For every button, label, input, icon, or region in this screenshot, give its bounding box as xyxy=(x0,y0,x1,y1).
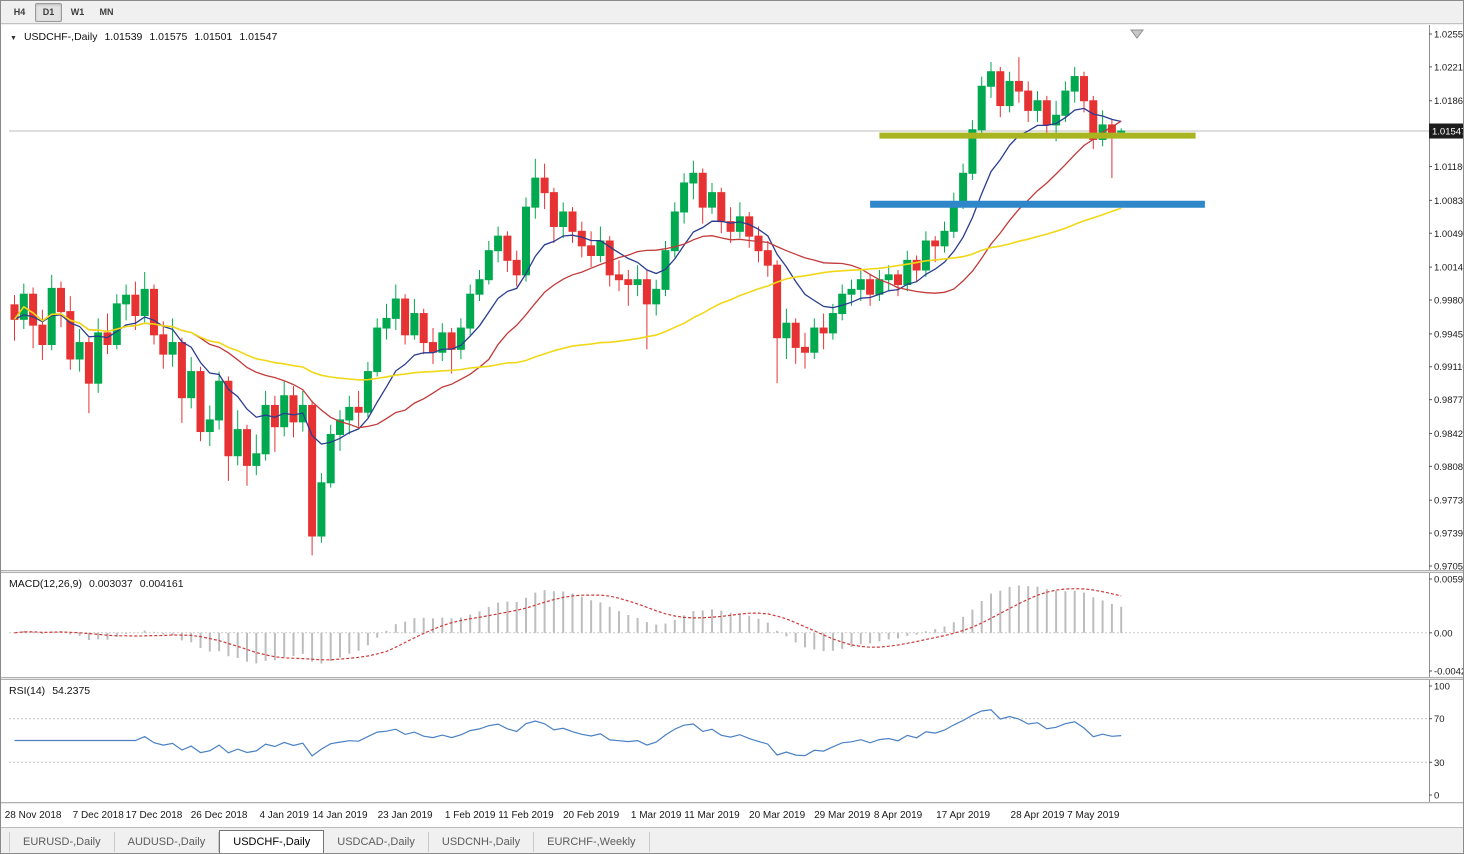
macd-axis-labels: 0.00597 0.00 -0.00424 xyxy=(1429,575,1464,678)
date-axis[interactable]: 28 Nov 2018 7 Dec 2018 17 Dec 2018 26 Dec 2… xyxy=(1,804,1463,828)
date-label: 11 Feb 2019 xyxy=(498,810,554,821)
timeframe-toolbar: H4 D1 W1 MN xyxy=(1,1,1463,24)
date-label: 7 May 2019 xyxy=(1067,810,1120,821)
price-axis-labels: 1.02550 1.02210 1.01860 1.01180 1.00830 1.004… xyxy=(1429,30,1464,571)
rsi-indicator-label: RSI(14) 54.2375 xyxy=(9,685,90,697)
timeframe-button-d1[interactable]: D1 xyxy=(35,2,62,22)
timeframe-button-group: H4 D1 W1 MN xyxy=(6,2,120,22)
rsi-pane[interactable]: 100 70 30 0 xyxy=(1,680,1464,802)
svg-text:30: 30 xyxy=(1434,758,1445,769)
chart-tab-bar: EURUSD-,Daily AUDUSD-,Daily USDCHF-,Daily U… xyxy=(1,828,1463,853)
macd-indicator-label: MACD(12,26,9) 0.003037 0.004161 xyxy=(9,578,184,590)
ma-sma-50 xyxy=(13,207,1122,381)
date-label: 17 Dec 2018 xyxy=(125,810,183,821)
svg-text:1.02550: 1.02550 xyxy=(1434,30,1464,41)
svg-text:0.97050: 0.97050 xyxy=(1434,562,1464,571)
ohlc-close: 1.01547 xyxy=(239,31,278,43)
svg-text:1.01180: 1.01180 xyxy=(1434,162,1464,173)
chart-symbol-title: USDCHF-,Daily xyxy=(23,31,98,43)
symbol-dropdown-icon[interactable]: ▼ xyxy=(10,34,17,42)
chart-shift-marker[interactable] xyxy=(1130,29,1144,39)
date-label: 1 Mar 2019 xyxy=(630,810,682,821)
pane-splitter[interactable] xyxy=(1,677,1463,680)
macd-signal-line xyxy=(14,588,1122,661)
rsi-axis-labels: 100 70 30 0 xyxy=(1429,682,1450,802)
svg-text:1.00830: 1.00830 xyxy=(1434,196,1464,207)
ohlc-high: 1.01575 xyxy=(149,31,188,43)
date-label: 28 Apr 2019 xyxy=(1010,810,1065,821)
date-label: 29 Mar 2019 xyxy=(814,810,871,821)
ohlc-low: 1.01501 xyxy=(194,31,233,43)
svg-text:1.00490: 1.00490 xyxy=(1434,229,1464,240)
price-chart-pane[interactable]: 1.02550 1.02210 1.01860 1.01180 1.00830 1.004… xyxy=(1,25,1464,570)
date-label: 7 Dec 2018 xyxy=(72,810,124,821)
timeframe-button-mn[interactable]: MN xyxy=(99,7,114,17)
timeframe-button-h4[interactable]: H4 xyxy=(13,7,26,17)
date-label: 14 Jan 2019 xyxy=(312,810,368,821)
date-label: 8 Apr 2019 xyxy=(873,810,923,821)
date-label: 1 Feb 2019 xyxy=(444,810,496,821)
date-label: 20 Feb 2019 xyxy=(563,810,620,821)
date-label: 11 Mar 2019 xyxy=(684,810,740,821)
svg-text:1.01860: 1.01860 xyxy=(1434,96,1464,107)
svg-text:1.02210: 1.02210 xyxy=(1434,62,1464,73)
date-label: 26 Dec 2018 xyxy=(190,810,248,821)
date-label: 20 Mar 2019 xyxy=(749,810,806,821)
chart-tab-audusddaily[interactable]: AUDUSD-,Daily xyxy=(115,831,220,852)
svg-text:0.00: 0.00 xyxy=(1434,628,1453,639)
date-label: 17 Apr 2019 xyxy=(936,810,991,821)
svg-text:0: 0 xyxy=(1434,791,1439,802)
timeframe-button-w1[interactable]: W1 xyxy=(70,7,85,17)
chart-tab-usdchfdaily[interactable]: USDCHF-,Daily xyxy=(219,829,325,853)
macd-pane[interactable]: 0.00597 0.00 -0.00424 xyxy=(1,573,1464,677)
svg-text:1.01547: 1.01547 xyxy=(1432,127,1464,138)
chart-tab-eurchfweekly[interactable]: EURCHF-,Weekly xyxy=(534,831,650,852)
svg-text:0.00597: 0.00597 xyxy=(1434,575,1464,586)
chart-tab-usdcnhdaily[interactable]: USDCNH-,Daily xyxy=(429,831,535,852)
svg-text:100: 100 xyxy=(1434,682,1450,693)
macd-histogram xyxy=(22,585,1123,664)
candles-layer xyxy=(10,57,1126,556)
svg-text:-0.00424: -0.00424 xyxy=(1434,667,1464,678)
date-label: 23 Jan 2019 xyxy=(377,810,433,821)
pane-splitter xyxy=(1,802,1463,804)
chart-tab-eurusddaily[interactable]: EURUSD-,Daily xyxy=(9,831,115,852)
rsi-value: 54.2375 xyxy=(52,685,91,697)
svg-text:70: 70 xyxy=(1434,714,1445,725)
chart-tab-usdcaddaily[interactable]: USDCAD-,Daily xyxy=(324,831,429,852)
current-price-badge xyxy=(1429,123,1463,139)
date-label: 28 Nov 2018 xyxy=(4,810,62,821)
rsi-label: RSI(14) xyxy=(9,685,46,697)
macd-label: MACD(12,26,9) xyxy=(9,578,82,590)
rsi-line xyxy=(14,709,1122,757)
pane-splitter[interactable] xyxy=(1,570,1463,573)
chart-header: ▼ USDCHF-,Daily 1.01539 1.01575 1.01501 … xyxy=(10,31,277,43)
macd-value-main: 0.003037 xyxy=(88,578,133,590)
ohlc-open: 1.01539 xyxy=(104,31,143,43)
date-label: 4 Jan 2019 xyxy=(259,810,309,821)
macd-value-signal: 0.004161 xyxy=(139,578,184,590)
ma-ema-10 xyxy=(14,107,1122,445)
